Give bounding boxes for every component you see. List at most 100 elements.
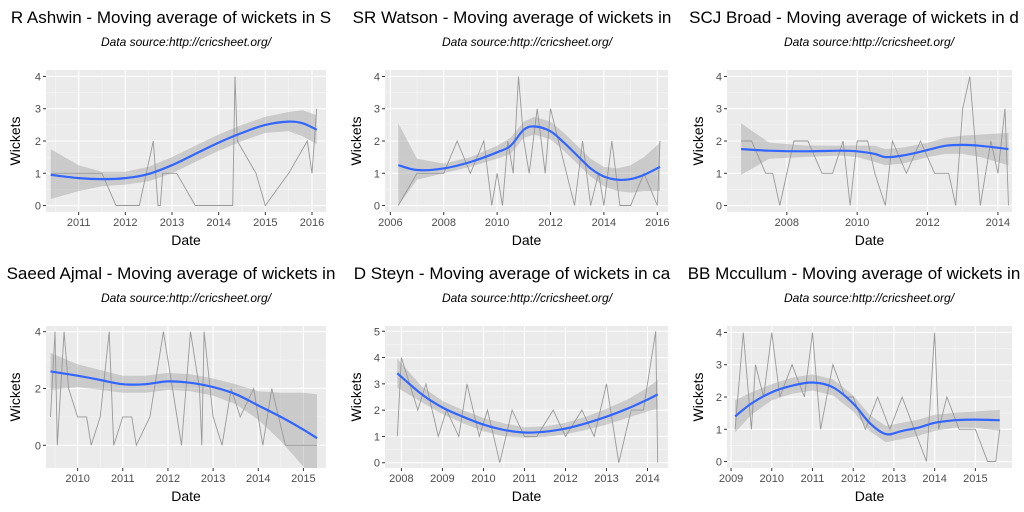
wickets-line (396, 331, 659, 463)
chart-panel: 2011 2012 2013 2014 2015 2016 0 1 2 3 4 Date Wickets… (7, 8, 331, 248)
x-tick-label: 2012 (538, 217, 562, 229)
smooth-line (396, 372, 659, 434)
x-tick-label: 2013 (882, 473, 906, 485)
y-tick-label: 1 (374, 168, 380, 180)
y-tick-label: 0 (35, 440, 41, 452)
y-tick-label: 2 (35, 383, 41, 395)
x-axis-title: Date (171, 488, 201, 504)
x-tick-label: 2012 (113, 217, 137, 229)
x-tick-label: 2010 (760, 473, 784, 485)
confidence-band (50, 110, 317, 200)
y-tick-label: 1 (35, 168, 41, 180)
wickets-line (50, 331, 317, 447)
confidence-band (735, 374, 1000, 443)
y-tick-label: 3 (716, 360, 722, 372)
y-tick-label: 0 (374, 201, 380, 213)
x-tick-label: 2012 (156, 473, 180, 485)
y-tick-label: 2 (374, 136, 380, 148)
smooth-line (50, 120, 318, 181)
plot-area (397, 76, 661, 206)
x-tick-label: 2012 (915, 217, 939, 229)
chart-subtitle: Data source:http://cricsheet.org/ (784, 35, 956, 49)
smooth-line (50, 370, 318, 440)
y-tick-label: 2 (716, 392, 722, 404)
chart-title: D Steyn - Moving average of wickets in c… (354, 264, 671, 283)
confidence-band (741, 123, 1009, 175)
x-tick-label: 2011 (801, 473, 825, 485)
x-tick-label: 2013 (201, 473, 225, 485)
chart-panel: 2006 2008 2010 2012 2014 2016 0 1 2 3 4 Date Wickets… (348, 8, 671, 248)
chart-panel: 2010 2011 2012 2013 2014 2015 0 2 4 Date Wickets Sa… (7, 264, 336, 504)
plot-area (396, 331, 659, 463)
confidence-band (398, 116, 660, 206)
x-tick-label: 2008 (431, 217, 455, 229)
y-tick-label: 4 (374, 71, 380, 83)
wickets-line (397, 76, 661, 206)
x-tick-label: 2015 (291, 473, 315, 485)
chart-title: BB Mccullum - Moving average of wickets … (688, 264, 1021, 283)
x-tick-label: 2015 (253, 217, 277, 229)
x-tick-label: 2008 (775, 217, 799, 229)
x-tick-label: 2014 (592, 217, 616, 229)
x-tick-label: 2014 (635, 473, 659, 485)
x-tick-label: 2014 (246, 473, 270, 485)
x-tick-label: 2011 (513, 473, 537, 485)
y-tick-label: 3 (374, 104, 380, 116)
y-tick-label: 1 (716, 168, 722, 180)
x-tick-label: 2016 (300, 217, 324, 229)
y-axis-title: Wickets (690, 117, 706, 166)
chart-panel: 2009 2010 2011 2012 2013 2014 2015 0 1 2 3 4 Date Wic… (688, 264, 1021, 504)
confidence-band (50, 353, 317, 468)
y-tick-label: 2 (35, 136, 41, 148)
y-axis-title: Wickets (348, 373, 364, 422)
x-tick-label: 2009 (430, 473, 454, 485)
y-tick-label: 0 (35, 201, 41, 213)
x-tick-label: 2011 (67, 217, 91, 229)
y-tick-label: 4 (35, 71, 41, 83)
x-tick-label: 2014 (922, 473, 946, 485)
y-tick-label: 0 (716, 457, 722, 469)
y-tick-label: 0 (716, 201, 722, 213)
chart-title: R Ashwin - Moving average of wickets in … (11, 8, 331, 27)
x-axis-title: Date (512, 488, 542, 504)
x-tick-label: 2015 (963, 473, 987, 485)
y-tick-label: 5 (374, 326, 380, 338)
x-tick-label: 2013 (160, 217, 184, 229)
y-tick-label: 1 (374, 431, 380, 443)
y-axis-title: Wickets (7, 117, 23, 166)
chart-title: Saeed Ajmal - Moving average of wickets … (7, 264, 336, 283)
chart-subtitle: Data source:http://cricsheet.org/ (442, 291, 614, 305)
wickets-line (50, 76, 318, 207)
chart-title: SR Watson - Moving average of wickets in (353, 8, 672, 27)
y-tick-label: 3 (35, 104, 41, 116)
x-tick-label: 2013 (594, 473, 618, 485)
x-axis-title: Date (512, 232, 542, 248)
smooth-line (397, 125, 661, 182)
plot-background (46, 326, 326, 468)
x-tick-label: 2016 (645, 217, 669, 229)
chart-title: SCJ Broad - Moving average of wickets in… (689, 8, 1019, 27)
chart-subtitle: Data source:http://cricsheet.org/ (442, 35, 614, 49)
x-tick-label: 2010 (845, 217, 869, 229)
plot-area (734, 332, 1001, 462)
wickets-line (741, 76, 1009, 206)
confidence-band (397, 358, 658, 438)
x-tick-label: 2010 (485, 217, 509, 229)
x-tick-label: 2010 (471, 473, 495, 485)
plot-area (741, 76, 1009, 206)
plot-area (50, 76, 318, 207)
x-tick-label: 2010 (65, 473, 89, 485)
x-tick-label: 2006 (378, 217, 402, 229)
x-tick-label: 2014 (206, 217, 230, 229)
y-axis-title: Wickets (7, 373, 23, 422)
chart-subtitle: Data source:http://cricsheet.org/ (784, 291, 956, 305)
y-axis-title: Wickets (348, 117, 364, 166)
x-tick-label: 2011 (111, 473, 135, 485)
y-tick-label: 4 (716, 71, 722, 83)
x-tick-label: 2012 (841, 473, 865, 485)
wickets-line (734, 332, 1001, 462)
y-tick-label: 4 (374, 353, 380, 365)
y-tick-label: 3 (716, 104, 722, 116)
smooth-line (741, 143, 1009, 159)
